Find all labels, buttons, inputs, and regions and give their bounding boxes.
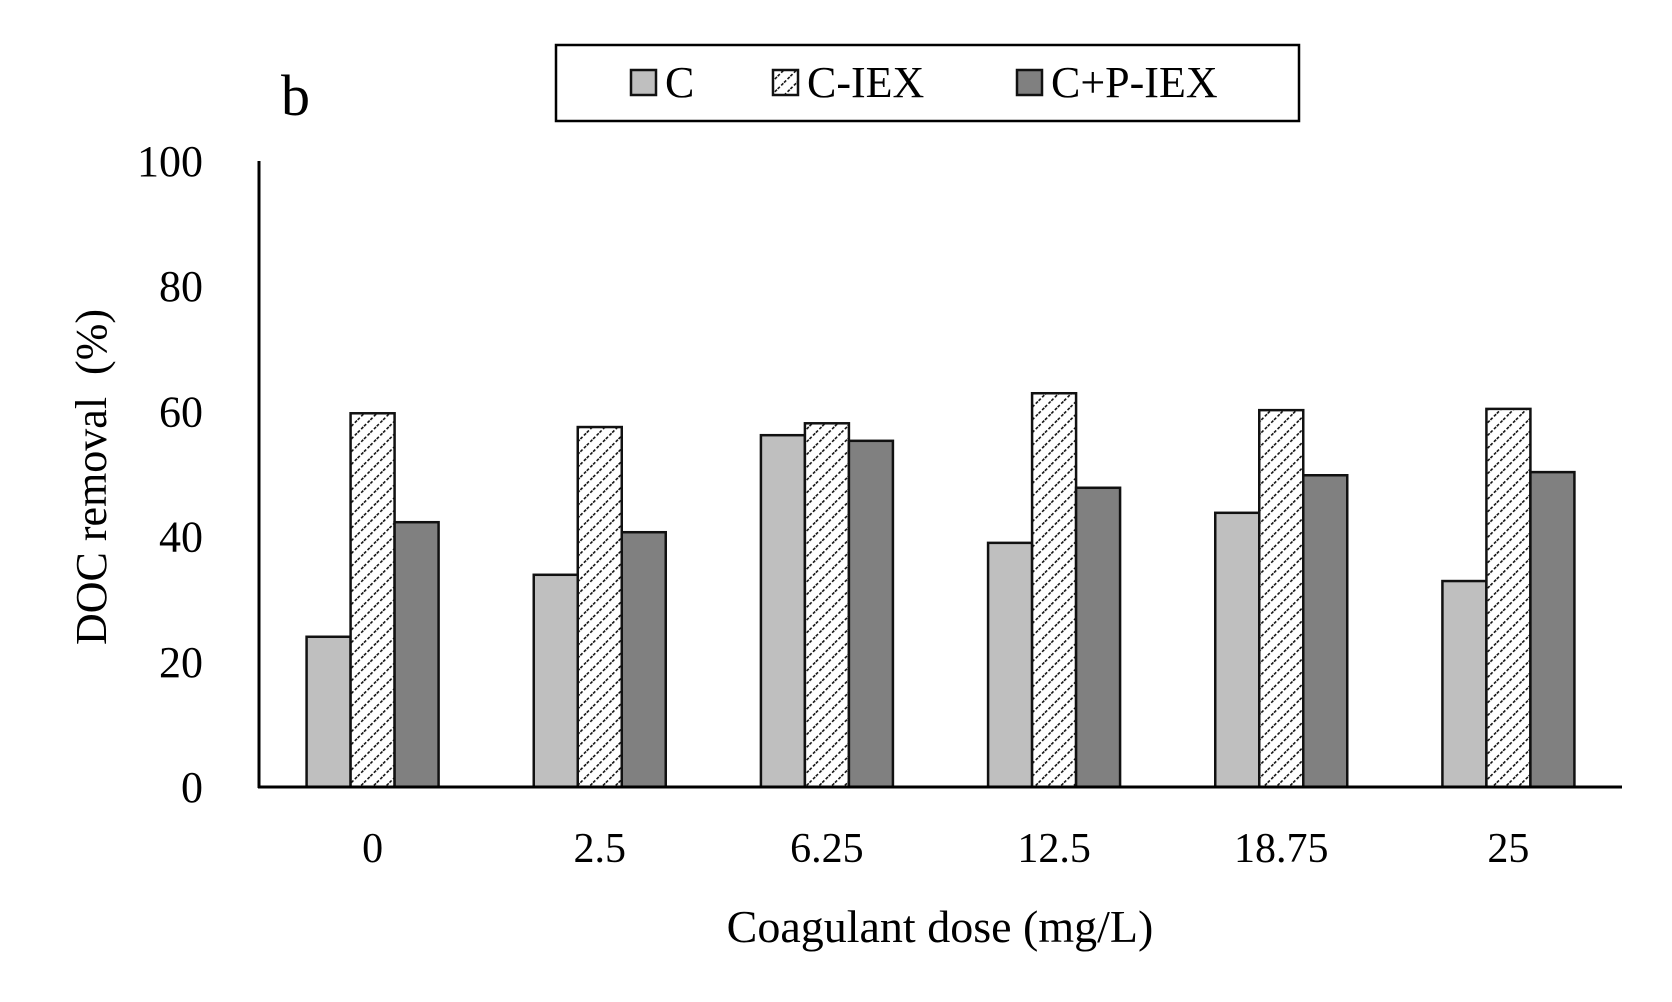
legend-label: C-IEX <box>807 58 924 107</box>
bar-c-6-25 <box>759 433 807 789</box>
bar-c-p-iex-6-25 <box>847 439 895 789</box>
bar-c-p-iex-25 <box>1529 470 1576 789</box>
bar-c-12-5 <box>986 541 1034 789</box>
legend-swatch-c-p-iex <box>1015 68 1044 97</box>
x-axis-title: Coagulant dose (mg/L) <box>727 901 1154 952</box>
bar-c-iex-6-25 <box>803 422 851 789</box>
bar-c-25 <box>1441 579 1488 789</box>
bar-c-iex-18-75 <box>1258 408 1305 789</box>
y-tick-label: 80 <box>159 262 203 311</box>
bar-c-iex-25 <box>1485 407 1532 789</box>
x-tick-label: 18.75 <box>1234 826 1329 872</box>
legend-swatch-c-iex <box>771 68 800 97</box>
bar-c-p-iex-12-5 <box>1074 486 1122 789</box>
bar-c-0 <box>305 635 352 789</box>
y-tick-label: 0 <box>181 763 203 812</box>
legend-label: C+P-IEX <box>1051 58 1218 107</box>
x-tick-label: 6.25 <box>790 826 864 872</box>
bar-c-18-75 <box>1214 511 1261 789</box>
y-tick-label: 60 <box>159 387 203 436</box>
bar-c-iex-12-5 <box>1030 391 1078 789</box>
y-tick-label: 20 <box>159 638 203 687</box>
bar-c-p-iex-0 <box>393 520 440 789</box>
bar-c-p-iex-2-5 <box>620 530 667 789</box>
y-tick-label: 40 <box>159 513 203 562</box>
x-tick-label: 12.5 <box>1017 826 1091 872</box>
x-tick-label: 25 <box>1487 826 1529 872</box>
legend: C C-IEX C+P-IEX <box>554 43 1301 123</box>
legend-label: C <box>665 58 694 107</box>
y-axis-title: DOC removal (%) <box>67 309 116 645</box>
legend-box <box>554 43 1301 123</box>
x-tick-label: 0 <box>362 826 383 872</box>
x-tick-label: 2.5 <box>574 826 627 872</box>
y-tick-label: 100 <box>137 137 203 186</box>
bar-c-2-5 <box>532 573 579 789</box>
bar-c-p-iex-18-75 <box>1302 474 1349 789</box>
legend-swatch-c <box>629 68 658 97</box>
panel-label: b <box>281 63 310 128</box>
bar-c-iex-0 <box>349 412 396 789</box>
bar-c-iex-2-5 <box>576 425 623 789</box>
